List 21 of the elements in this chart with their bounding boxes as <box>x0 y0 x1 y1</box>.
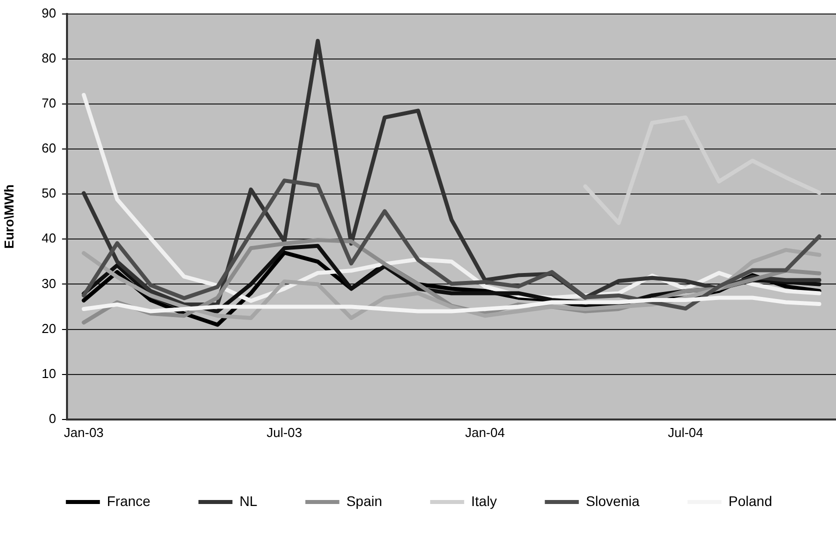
legend-label: Poland <box>728 492 772 509</box>
x-tick-label: Jan-04 <box>465 424 505 440</box>
y-tick-label: 40 <box>42 230 56 246</box>
y-tick-label: 50 <box>42 186 56 201</box>
legend-label: Spain <box>346 492 382 509</box>
y-tick-label: 60 <box>42 140 56 156</box>
y-tick-label: 70 <box>42 96 56 111</box>
y-tick-label: 90 <box>42 5 56 20</box>
legend-label: NL <box>239 492 258 509</box>
x-tick-label: Jan-03 <box>64 424 104 440</box>
legend-label: France <box>106 492 151 509</box>
legend-label: Italy <box>471 492 497 509</box>
y-tick-label: 80 <box>42 50 56 66</box>
legend-label: Slovenia <box>586 492 640 509</box>
y-tick-label: 0 <box>48 410 56 426</box>
y-tick-label: 30 <box>42 276 56 291</box>
y-axis-title: Euro\MWh <box>1 184 16 249</box>
y-tick-label: 20 <box>42 320 56 336</box>
x-tick-label: Jul-03 <box>266 424 302 440</box>
x-tick-label: Jul-04 <box>668 424 704 440</box>
y-tick-label: 10 <box>42 366 56 381</box>
